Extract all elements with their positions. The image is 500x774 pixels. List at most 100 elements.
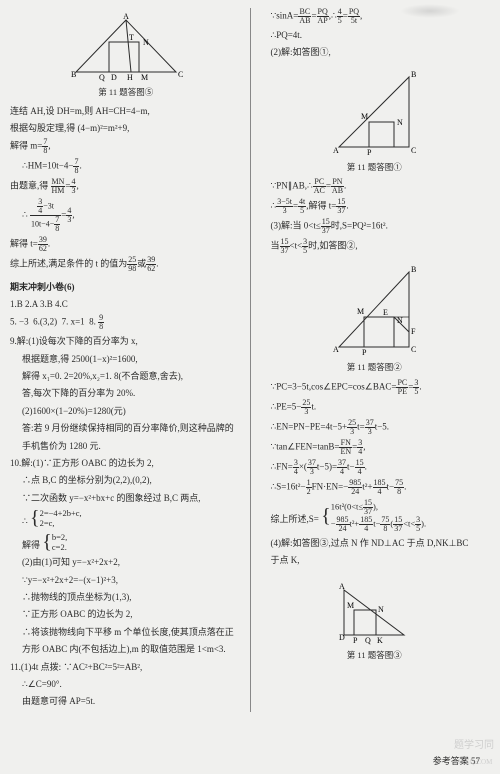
text-line: ∴3−5t3=4t5,解得 t=1537. [259, 198, 491, 215]
brace-item: −98524t²+1854t−758(1537<t<35). [331, 516, 426, 533]
q10-line: ∵正方形 OABC 的边长为 2, [10, 607, 242, 621]
q10-line: ∴抛物线的顶点坐标为(1,3), [10, 590, 242, 604]
text-line: ∴EN=PN−PE=4t−5+253t=373t−5. [259, 419, 491, 436]
brace-pre: 解得 [22, 540, 40, 550]
q10-line: 10.解:(1)∵正方形 OABC 的边长为 2, [10, 456, 242, 470]
svg-text:C: C [411, 146, 416, 155]
brace-pre: ∴ [22, 516, 28, 526]
svg-text:C: C [178, 70, 183, 79]
svg-text:Q: Q [365, 636, 371, 645]
svg-text:A: A [333, 345, 339, 354]
svg-text:N: N [143, 38, 149, 47]
q10-line: ∴将该抛物线向下平移 m 个单位长度,使其顶点落在正 [10, 625, 242, 639]
q10-line: ∵二次函数 y=−x²+bx+c 的图象经过 B,C 两点, [10, 491, 242, 505]
svg-text:D: D [339, 633, 345, 642]
q9-line: 答:若 9 月份继续保持相同的百分率降价,则这种品牌的 [10, 421, 242, 435]
svg-text:B: B [411, 70, 416, 79]
text-line: ∴HM=10t−4−78. [10, 158, 242, 175]
summary-pre: 综上所述,S= [271, 514, 319, 524]
q10-line: ∴点 B,C 的坐标分别为(2,2),(0,2), [10, 473, 242, 487]
svg-text:P: P [367, 148, 372, 157]
choices-row: 5. −3 6.(3,2) 7. x=1 8. 98 [10, 314, 242, 331]
brace-item: c=2. [52, 542, 67, 552]
text-line: 连结 AH,设 DH=m,则 AH=CH=4−m, [10, 104, 242, 118]
column-divider [250, 8, 251, 712]
text-line: 综上所述,满足条件的 t 的值为2598或3962. [10, 256, 242, 273]
svg-text:T: T [129, 33, 134, 42]
text-line: ∴PE=5−253t. [259, 399, 491, 416]
q11-line: 由题意可得 AP=5t. [10, 694, 242, 708]
q9-line: 手机售价为 1280 元. [10, 439, 242, 453]
text-line: ∴ 34−3t10t−4−78=43, [10, 198, 242, 233]
figure-q11-1: A B C M N P [259, 67, 491, 157]
text-line: 解得 m=78, [10, 138, 242, 155]
svg-text:H: H [127, 73, 133, 82]
text-line: 解得 t=3962. [10, 236, 242, 253]
svg-text:Q: Q [99, 73, 105, 82]
fig-caption: 第 11 题答图② [259, 361, 491, 375]
q9-line: 根据题意,得 2500(1−x)²=1600, [10, 352, 242, 366]
svg-text:A: A [333, 146, 339, 155]
svg-text:D: D [111, 73, 117, 82]
q10-line: 方形 OABC 内(不包括边上),m 的取值范围是 1<m<3. [10, 642, 242, 656]
page-smudge [400, 4, 460, 18]
fig-caption: 第 11 题答图① [259, 161, 491, 175]
q11-line: 11.(1)4t 点拨: ∵AC²+BC²=5²=AB², [10, 660, 242, 674]
text-line: (4)解:如答图③,过点 N 作 ND⊥AC 于点 D,NK⊥BC [259, 536, 491, 550]
svg-text:M: M [361, 112, 368, 121]
brace-item: b=2, [52, 532, 67, 542]
svg-text:P: P [362, 348, 367, 357]
brace-item: 2=−4+2b+c, [40, 508, 82, 518]
left-column: A B C Q D H M T N 第 11 题答图⑤ 连结 AH,设 DH=m… [10, 8, 242, 712]
text-line: 于点 K, [259, 553, 491, 567]
text-line: ∵PC=3−5t,cos∠EPC=cos∠BAC=PCPE=35. [259, 379, 491, 396]
svg-text:B: B [71, 70, 76, 79]
brace-item: 2=c, [40, 518, 82, 528]
q10-line: ∵y=−x²+2x+2=−(x−1)²+3, [10, 573, 242, 587]
svg-text:N: N [397, 316, 403, 325]
q10-line: (2)由(1)可知 y=−x²+2x+2, [10, 555, 242, 569]
svg-text:P: P [353, 636, 358, 645]
svg-text:M: M [347, 601, 354, 610]
svg-text:A: A [123, 12, 129, 21]
q9-line: (2)1600×(1−20%)=1280(元) [10, 404, 242, 418]
text-line: 根据勾股定理,得 (4−m)²=m²+9, [10, 121, 242, 135]
svg-text:A: A [339, 582, 345, 591]
figure-q11-2: A B C M N P E F [259, 262, 491, 357]
q9-line: 答,每次下降的百分率为 20%. [10, 386, 242, 400]
text-line: ∴FN=34×(373t−5)=374t−154. [259, 459, 491, 476]
text-line: 由题意,得 MNHM=43, [10, 178, 242, 195]
fig-caption: 第 11 题答图③ [259, 649, 491, 663]
q10-line: ∴ { 2=−4+2b+c, 2=c, [10, 508, 242, 529]
svg-text:E: E [383, 308, 388, 317]
svg-text:C: C [411, 345, 416, 354]
text-line: ∴PQ=4t. [259, 28, 491, 42]
watermark: 题学习同 MXEQ.COM [454, 738, 494, 770]
svg-text:N: N [397, 118, 403, 127]
q11-line: ∴∠C=90°. [10, 677, 242, 691]
section-title: 期末冲刺小卷(6) [10, 280, 242, 294]
text-line: ∵tan∠FEN=tanB=FNEN=34, [259, 439, 491, 456]
brace-item: 16t²(0<t≤1537), [331, 499, 426, 516]
choices-row: 1.B 2.A 3.B 4.C [10, 297, 242, 311]
text-line: (3)解:当 0<t≤1537时,S=PQ²=16t². [259, 218, 491, 235]
svg-text:M: M [141, 73, 148, 82]
svg-text:N: N [378, 605, 384, 614]
svg-text:M: M [357, 307, 364, 316]
svg-text:F: F [411, 327, 416, 336]
figure-q11-5: A B C Q D H M T N [10, 12, 242, 82]
fig-caption-1: 第 11 题答图⑤ [10, 86, 242, 100]
q10-line: 解得 { b=2, c=2. [10, 532, 242, 553]
text-line: ∴S=16t²−12FN·EN=−98524t²+1854t−758. [259, 479, 491, 496]
figure-q11-3: A M N D P Q K [259, 575, 491, 645]
text-line: (2)解:如答图①, [259, 45, 491, 59]
page-container: A B C Q D H M T N 第 11 题答图⑤ 连结 AH,设 DH=m… [0, 0, 500, 720]
svg-text:B: B [411, 265, 416, 274]
q9-line: 9.解:(1)设每次下降的百分率为 x, [10, 334, 242, 348]
right-column: ∵sinA=BCAB=PQAP,∴45=PQ5t, ∴PQ=4t. (2)解:如… [259, 8, 491, 712]
q9-line: 解得 x₁=0. 2=20%,x₂=1. 8(不合题意,舍去), [10, 369, 242, 383]
svg-text:K: K [377, 636, 383, 645]
text-line: ∵PN∥AB,∴PCAC=PNAB. [259, 178, 491, 195]
text-line: 当1537<t<35时,如答图②, [259, 238, 491, 255]
text-line: 综上所述,S= { 16t²(0<t≤1537), −98524t²+1854t… [259, 499, 491, 533]
